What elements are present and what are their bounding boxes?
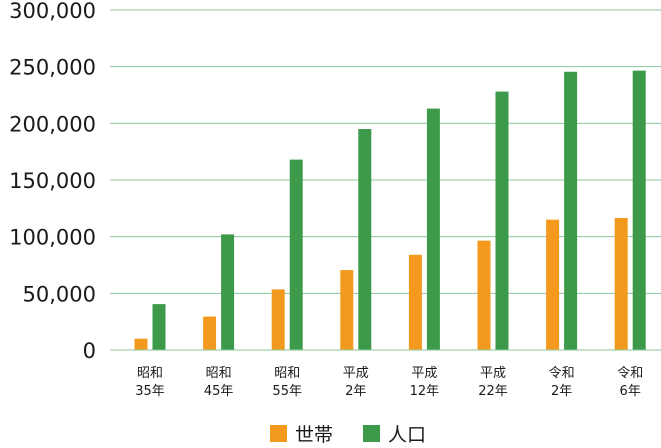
x-tick-label-line: 2年	[345, 384, 366, 399]
x-tick-label-line: 令和	[549, 366, 575, 381]
x-tick-label-line: 昭和	[206, 366, 232, 381]
x-tick-label-line: 平成	[480, 366, 506, 381]
x-tick-label-line: 昭和	[137, 366, 163, 381]
bar-setai	[340, 270, 354, 350]
legend-swatch-jinko	[363, 425, 380, 442]
bar-jinko	[358, 129, 372, 350]
x-tick-label-line: 平成	[343, 366, 369, 381]
x-tick-label: 平成 12年	[410, 366, 440, 399]
x-tick-label: 昭和 55年	[272, 366, 302, 399]
x-tick-label: 昭和 35年	[135, 366, 165, 399]
legend-swatch-setai	[270, 425, 287, 442]
bar-setai	[203, 316, 217, 350]
y-axis-tick-labels: 0 50,000 100,000 150,000 200,000 250,000 300,0…	[9, 0, 96, 363]
x-tick-label: 平成 22年	[478, 366, 508, 399]
legend: 世帯 人口	[270, 424, 426, 446]
x-axis-tick-labels: 昭和 35年 昭和 45年 昭和 55年 平成 2年 平成 12年 平成 22年 令和 2年 令和 6年	[135, 366, 643, 399]
bar-setai	[271, 289, 285, 350]
y-tick-label: 250,000	[9, 56, 96, 80]
x-tick-label-line: 6年	[620, 384, 641, 399]
bars	[134, 70, 646, 351]
x-tick-label-line: 45年	[204, 384, 234, 399]
bar-setai	[134, 338, 148, 350]
x-tick-label-line: 平成	[411, 366, 437, 381]
bar-setai	[477, 240, 491, 350]
x-tick-label-line: 令和	[617, 366, 643, 381]
x-tick-label-line: 35年	[135, 384, 165, 399]
x-tick-label-line: 12年	[410, 384, 440, 399]
x-tick-label: 令和 6年	[617, 366, 643, 399]
x-tick-label-line: 昭和	[274, 366, 300, 381]
bar-jinko	[632, 70, 646, 350]
x-tick-label-line: 22年	[478, 384, 508, 399]
bar-jinko	[495, 91, 509, 350]
y-tick-label: 0	[83, 339, 96, 363]
x-tick-label: 昭和 45年	[204, 366, 234, 399]
bar-jinko	[221, 234, 235, 350]
bar-setai	[546, 219, 560, 350]
legend-label-setai: 世帯	[295, 424, 333, 446]
x-tick-label: 令和 2年	[549, 366, 575, 399]
y-tick-label: 200,000	[9, 112, 96, 136]
x-tick-label-line: 55年	[272, 384, 302, 399]
bar-jinko	[564, 71, 578, 351]
x-tick-label-line: 2年	[551, 384, 572, 399]
x-tick-label: 平成 2年	[343, 366, 369, 399]
bar-jinko	[152, 304, 166, 350]
bar-setai	[408, 254, 422, 350]
gridlines	[110, 9, 661, 294]
bar-jinko	[289, 159, 303, 350]
y-tick-label: 150,000	[9, 169, 96, 193]
bar-setai	[614, 217, 628, 350]
y-tick-label: 300,000	[9, 0, 96, 23]
bar-jinko	[426, 108, 440, 350]
y-tick-label: 50,000	[23, 282, 96, 306]
legend-label-jinko: 人口	[388, 424, 426, 446]
y-tick-label: 100,000	[9, 226, 96, 250]
